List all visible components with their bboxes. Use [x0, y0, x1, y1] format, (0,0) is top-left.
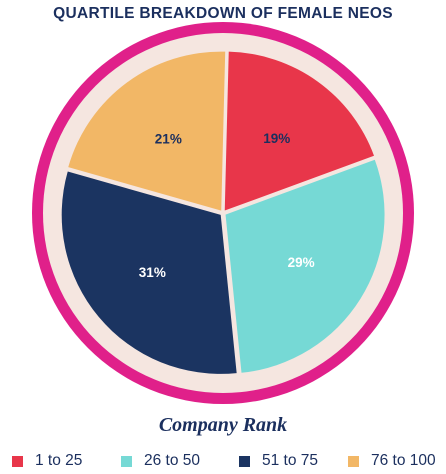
legend-label: 26 to 50	[144, 452, 201, 469]
legend-item-1-to-25: 1 to 25	[12, 451, 82, 471]
pie-slice-76-to-100	[68, 51, 226, 211]
legend-swatch	[239, 455, 250, 467]
slice-value-label: 31%	[139, 265, 166, 280]
pie-slice-51-to-75	[61, 171, 237, 374]
legend-swatch	[348, 455, 359, 467]
legend-item-26-to-50: 26 to 50	[121, 451, 200, 471]
legend-item-51-to-75: 51 to 75	[239, 451, 318, 471]
slice-value-label: 29%	[288, 255, 315, 270]
pie-slice-1-to-25	[224, 51, 375, 211]
slice-value-label: 19%	[263, 131, 290, 146]
legend: 1 to 25 26 to 50 51 to 75 76 to 100	[0, 451, 446, 471]
legend-swatch	[12, 455, 23, 467]
legend-label: 51 to 75	[262, 452, 319, 469]
legend-swatch	[121, 455, 132, 467]
legend-item-76-to-100: 76 to 100	[348, 451, 436, 471]
slice-value-label: 21%	[155, 132, 182, 147]
legend-title: Company Rank	[158, 414, 288, 436]
legend-label: 1 to 25	[35, 452, 83, 469]
chart-title: QUARTILE BREAKDOWN OF FEMALE NEOS	[53, 5, 393, 22]
pie-slice-26-to-50	[225, 159, 385, 373]
legend-label: 76 to 100	[371, 452, 436, 469]
